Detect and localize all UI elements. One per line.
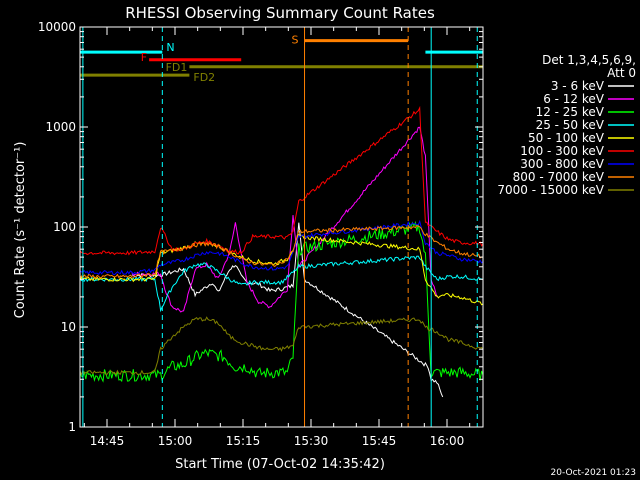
mode-bar-label-f: F <box>141 51 147 64</box>
legend-label-8: 7000 - 15000 keV <box>497 183 604 197</box>
y-tick-label-1: 10 <box>61 320 76 334</box>
y-tick-label-2: 100 <box>53 220 76 234</box>
y-tick-label-4: 10000 <box>38 20 76 34</box>
x-tick-label-2: 15:15 <box>226 434 261 448</box>
series-line-2 <box>79 220 484 383</box>
series-line-8 <box>79 316 484 376</box>
series-line-4 <box>79 233 484 306</box>
x-tick-label-4: 15:45 <box>362 434 397 448</box>
y-axis-ticks: 1 10 100 1000 10000 <box>38 20 483 434</box>
generated-timestamp: 20-Oct-2021 01:23 <box>551 468 636 478</box>
x-axis-ticks: 14:45 15:00 15:15 15:30 15:45 16:00 <box>83 27 471 448</box>
x-tick-label-1: 15:00 <box>158 434 193 448</box>
series-line-7 <box>79 224 484 279</box>
legend-label-4: 50 - 100 keV <box>528 131 605 145</box>
x-tick-label-3: 15:30 <box>294 434 329 448</box>
mode-bars: N F FD1 FD2 S <box>80 34 483 84</box>
series-line-5 <box>79 105 484 256</box>
legend-title-line-2: Att 0 <box>607 66 636 80</box>
mode-bar-label-s: S <box>292 34 299 47</box>
mode-bar-label-fd1: FD1 <box>166 61 188 74</box>
legend-label-0: 3 - 6 keV <box>551 79 605 93</box>
chart-title: RHESSI Observing Summary Count Rates <box>125 4 435 22</box>
legend-label-7: 800 - 7000 keV <box>513 170 605 184</box>
mode-bar-label-fd2: FD2 <box>193 71 215 84</box>
series-line-6 <box>79 219 484 276</box>
legend-label-6: 300 - 800 keV <box>520 157 604 171</box>
legend-label-1: 6 - 12 keV <box>543 92 605 106</box>
x-tick-label-0: 14:45 <box>90 434 125 448</box>
y-tick-label-0: 1 <box>68 420 76 434</box>
mode-bar-label-n: N <box>166 41 174 54</box>
legend-label-2: 12 - 25 keV <box>536 105 605 119</box>
y-axis-label: Count Rate (s⁻¹ detector⁻¹) <box>13 142 28 319</box>
series-line-1 <box>131 126 438 313</box>
legend-label-3: 25 - 50 keV <box>536 118 605 132</box>
plot-lines <box>79 105 484 398</box>
legend-label-5: 100 - 300 keV <box>520 144 604 158</box>
y-tick-label-3: 1000 <box>45 120 76 134</box>
x-axis-label: Start Time (07-Oct-02 14:35:42) <box>175 457 385 472</box>
x-tick-label-5: 16:00 <box>430 434 465 448</box>
legend-title-line-1: Det 1,3,4,5,6,9, <box>542 53 636 67</box>
